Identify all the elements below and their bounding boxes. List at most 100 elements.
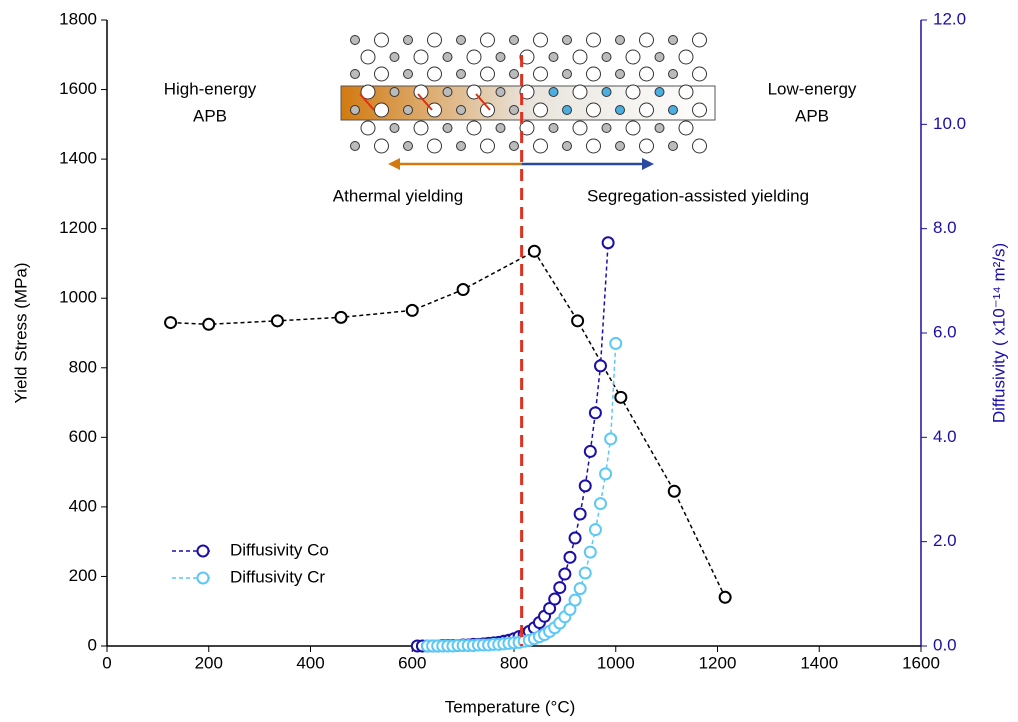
schematic-atom bbox=[572, 120, 588, 136]
schematic-atom bbox=[692, 66, 707, 82]
data-point bbox=[614, 390, 628, 404]
schematic-atom bbox=[389, 123, 400, 133]
y2-tick-label: 0.0 bbox=[933, 635, 957, 654]
data-point bbox=[558, 567, 572, 581]
schematic-atom bbox=[403, 141, 413, 151]
legend-label: Diffusivity Co bbox=[230, 540, 329, 559]
data-point bbox=[456, 283, 470, 297]
schematic-atom bbox=[562, 69, 572, 79]
schematic-atom bbox=[639, 66, 654, 82]
data-point bbox=[270, 314, 284, 328]
schematic-atom bbox=[586, 66, 601, 82]
schematic-atom bbox=[466, 120, 482, 136]
schematic-atom bbox=[654, 52, 665, 62]
y-tick-label: 600 bbox=[69, 427, 97, 446]
data-point bbox=[573, 507, 587, 521]
schematic-atom bbox=[427, 102, 442, 118]
schematic-atom bbox=[533, 138, 548, 154]
data-point bbox=[667, 484, 681, 498]
data-point bbox=[573, 582, 587, 596]
annotation: APB bbox=[193, 106, 227, 125]
schematic-atom bbox=[533, 32, 548, 48]
annotation: Athermal yielding bbox=[333, 186, 463, 205]
schematic-atom bbox=[625, 84, 641, 100]
schematic-atom bbox=[374, 102, 389, 118]
data-point bbox=[593, 359, 607, 373]
schematic-atom bbox=[586, 138, 601, 154]
schematic-atom bbox=[548, 52, 559, 62]
schematic-atom bbox=[586, 32, 601, 48]
schematic-atom bbox=[615, 69, 625, 79]
schematic-atom bbox=[615, 141, 625, 151]
legend-label: Diffusivity Cr bbox=[230, 567, 325, 586]
schematic-atom bbox=[639, 138, 654, 154]
schematic-atom bbox=[668, 69, 678, 79]
schematic-atom bbox=[389, 87, 400, 97]
x-tick-label: 400 bbox=[296, 653, 324, 672]
schematic-atom bbox=[403, 105, 413, 115]
data-point bbox=[601, 236, 615, 250]
schematic-atom bbox=[678, 84, 694, 100]
x-tick-label: 600 bbox=[398, 653, 426, 672]
schematic-atom bbox=[374, 32, 389, 48]
schematic-atom bbox=[442, 87, 453, 97]
schematic-atom bbox=[509, 105, 519, 115]
y2-tick-label: 6.0 bbox=[933, 322, 957, 341]
data-point bbox=[405, 303, 419, 317]
y2-tick-label: 12.0 bbox=[933, 9, 966, 28]
schematic-atom bbox=[615, 105, 625, 115]
schematic-atom bbox=[668, 35, 678, 45]
data-point bbox=[583, 545, 597, 559]
data-point bbox=[548, 592, 562, 606]
schematic-atom bbox=[360, 120, 376, 136]
schematic-atom bbox=[374, 66, 389, 82]
data-point bbox=[593, 497, 607, 511]
x-tick-label: 1000 bbox=[597, 653, 635, 672]
y-tick-label: 1200 bbox=[59, 218, 97, 237]
data-point bbox=[588, 523, 602, 537]
y-tick-label: 400 bbox=[69, 496, 97, 515]
y-tick-label: 800 bbox=[69, 357, 97, 376]
schematic-atom bbox=[509, 35, 519, 45]
y2-tick-label: 4.0 bbox=[933, 427, 957, 446]
schematic-atom bbox=[692, 32, 707, 48]
schematic-atom bbox=[519, 49, 535, 65]
schematic-atom bbox=[427, 66, 442, 82]
schematic-atom bbox=[495, 52, 506, 62]
data-point bbox=[568, 531, 582, 545]
schematic-atom bbox=[533, 102, 548, 118]
schematic-atom bbox=[350, 105, 360, 115]
annotation: Segregation-assisted yielding bbox=[587, 186, 809, 205]
schematic-atom bbox=[374, 138, 389, 154]
data-point bbox=[578, 566, 592, 580]
data-point bbox=[578, 479, 592, 493]
data-point bbox=[588, 406, 602, 420]
data-point bbox=[164, 316, 178, 330]
x-tick-label: 0 bbox=[102, 653, 111, 672]
schematic-atom bbox=[625, 49, 641, 65]
schematic-atom bbox=[548, 87, 559, 97]
y-tick-label: 0 bbox=[88, 635, 97, 654]
schematic-atom bbox=[562, 105, 572, 115]
schematic-atom bbox=[495, 123, 506, 133]
y-tick-label: 1600 bbox=[59, 79, 97, 98]
schematic-atom bbox=[509, 141, 519, 151]
schematic-atom bbox=[601, 52, 612, 62]
legend-marker bbox=[196, 571, 210, 585]
data-point bbox=[553, 581, 567, 595]
data-point bbox=[604, 432, 618, 446]
y2-tick-label: 8.0 bbox=[933, 218, 957, 237]
schematic-atom bbox=[350, 141, 360, 151]
schematic-atom bbox=[480, 138, 495, 154]
y2-axis-label: Diffusivity ( x10⁻¹⁴ m²/s) bbox=[989, 243, 1008, 423]
data-point bbox=[609, 336, 623, 350]
schematic-atom bbox=[519, 120, 535, 136]
schematic-atom bbox=[480, 66, 495, 82]
schematic-atom bbox=[654, 87, 665, 97]
x-tick-label: 800 bbox=[500, 653, 528, 672]
schematic-atom bbox=[678, 120, 694, 136]
schematic-bond bbox=[417, 93, 433, 111]
y2-tick-label: 10.0 bbox=[933, 114, 966, 133]
x-tick-label: 1400 bbox=[800, 653, 838, 672]
